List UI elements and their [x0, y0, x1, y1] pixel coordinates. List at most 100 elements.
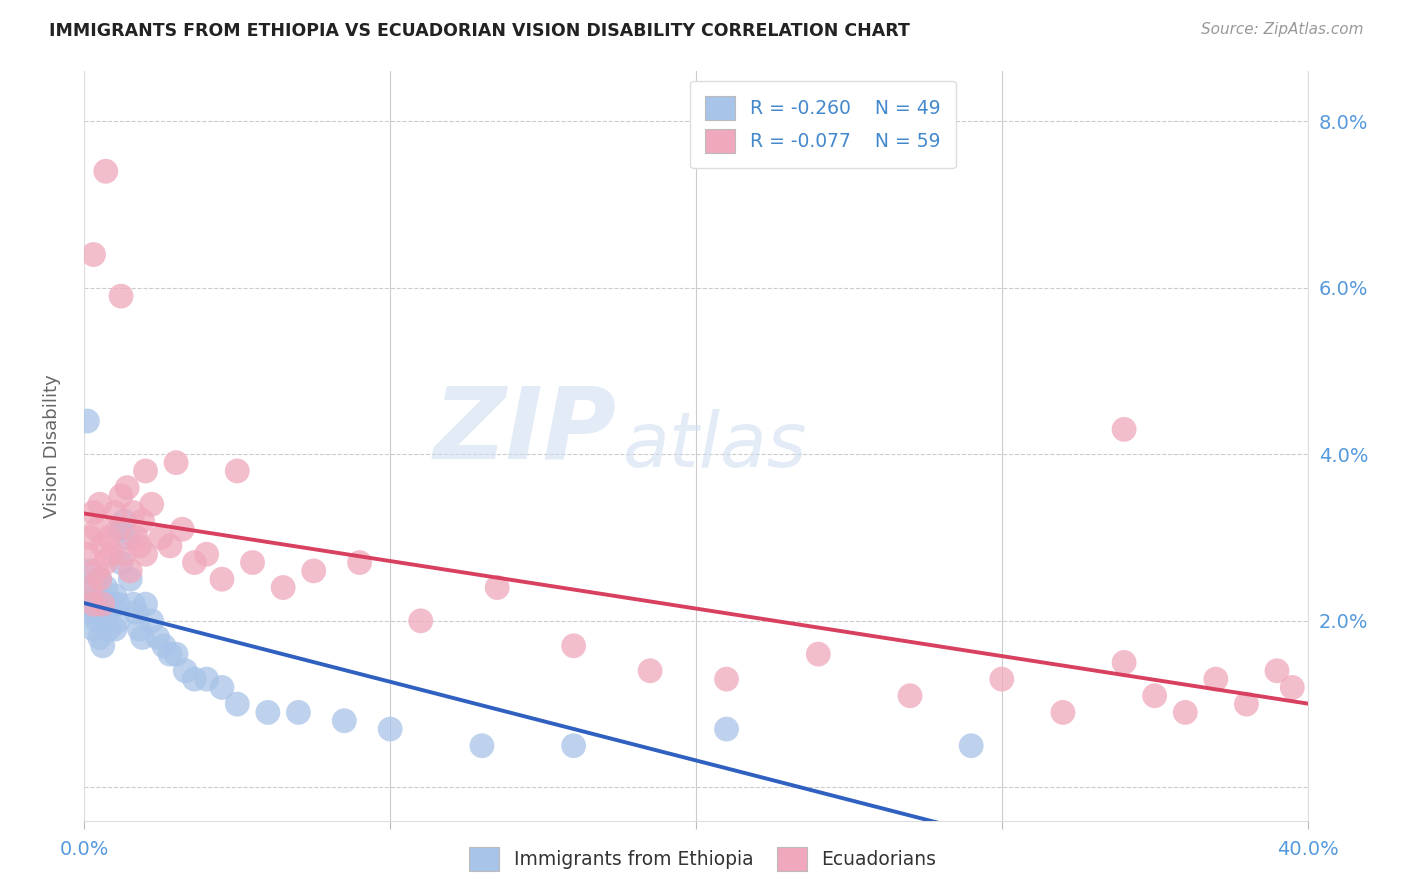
Point — [135, 597, 157, 611]
Point — [716, 672, 738, 686]
Point — [97, 622, 120, 636]
Point — [242, 556, 264, 570]
Point — [141, 614, 163, 628]
Point — [172, 522, 194, 536]
Point — [104, 622, 127, 636]
Point — [1052, 706, 1074, 720]
Point — [94, 164, 117, 178]
Point — [149, 531, 172, 545]
Point — [107, 597, 129, 611]
Point — [302, 564, 325, 578]
Point — [110, 522, 132, 536]
Point — [94, 581, 117, 595]
Point — [76, 547, 98, 561]
Point — [153, 639, 176, 653]
Point — [960, 739, 983, 753]
Point — [1114, 656, 1136, 670]
Point — [195, 672, 218, 686]
Point — [1265, 664, 1288, 678]
Point — [1114, 422, 1136, 436]
Point — [471, 739, 494, 753]
Point — [131, 514, 153, 528]
Point — [165, 456, 187, 470]
Point — [89, 497, 111, 511]
Legend: Immigrants from Ethiopia, Ecuadorians: Immigrants from Ethiopia, Ecuadorians — [463, 839, 943, 878]
Point — [165, 647, 187, 661]
Point — [89, 572, 111, 586]
Point — [89, 572, 111, 586]
Point — [79, 564, 101, 578]
Point — [76, 414, 98, 428]
Point — [486, 581, 509, 595]
Point — [333, 714, 356, 728]
Point — [716, 722, 738, 736]
Point — [86, 589, 108, 603]
Point — [115, 531, 138, 545]
Point — [91, 597, 114, 611]
Point — [101, 597, 124, 611]
Point — [135, 464, 157, 478]
Text: Source: ZipAtlas.com: Source: ZipAtlas.com — [1201, 22, 1364, 37]
Point — [141, 497, 163, 511]
Point — [79, 581, 101, 595]
Point — [79, 531, 101, 545]
Point — [112, 514, 135, 528]
Point — [125, 606, 148, 620]
Point — [159, 539, 181, 553]
Y-axis label: Vision Disability: Vision Disability — [42, 374, 60, 518]
Point — [91, 597, 114, 611]
Point — [112, 547, 135, 561]
Point — [638, 664, 661, 678]
Point — [128, 539, 150, 553]
Point — [174, 664, 197, 678]
Point — [76, 581, 98, 595]
Point — [83, 597, 105, 611]
Point — [562, 739, 585, 753]
Point — [257, 706, 280, 720]
Point — [104, 589, 127, 603]
Point — [146, 631, 169, 645]
Point — [380, 722, 402, 736]
Point — [183, 672, 205, 686]
Point — [898, 689, 921, 703]
Point — [135, 547, 157, 561]
Point — [122, 597, 145, 611]
Point — [97, 606, 120, 620]
Point — [159, 647, 181, 661]
Text: ZIP: ZIP — [433, 383, 616, 480]
Legend: R = -0.260    N = 49, R = -0.077    N = 59: R = -0.260 N = 49, R = -0.077 N = 59 — [690, 81, 956, 169]
Point — [1236, 697, 1258, 711]
Point — [94, 614, 117, 628]
Point — [89, 631, 111, 645]
Point — [115, 481, 138, 495]
Point — [86, 614, 108, 628]
Point — [226, 464, 249, 478]
Point — [349, 556, 371, 570]
Point — [128, 622, 150, 636]
Point — [83, 622, 105, 636]
Point — [91, 539, 114, 553]
Text: IMMIGRANTS FROM ETHIOPIA VS ECUADORIAN VISION DISABILITY CORRELATION CHART: IMMIGRANTS FROM ETHIOPIA VS ECUADORIAN V… — [49, 22, 910, 40]
Point — [807, 647, 830, 661]
Point — [183, 556, 205, 570]
Point — [91, 639, 114, 653]
Point — [122, 506, 145, 520]
Point — [110, 556, 132, 570]
Point — [120, 564, 142, 578]
Point — [125, 531, 148, 545]
Point — [83, 606, 105, 620]
Point — [86, 564, 108, 578]
Point — [195, 547, 218, 561]
Point — [79, 597, 101, 611]
Point — [211, 572, 233, 586]
Point — [287, 706, 309, 720]
Point — [1174, 706, 1197, 720]
Point — [83, 247, 105, 261]
Point — [1143, 689, 1166, 703]
Point — [226, 697, 249, 711]
Point — [97, 531, 120, 545]
Point — [271, 581, 294, 595]
Point — [120, 572, 142, 586]
Point — [562, 639, 585, 653]
Point — [1281, 681, 1303, 695]
